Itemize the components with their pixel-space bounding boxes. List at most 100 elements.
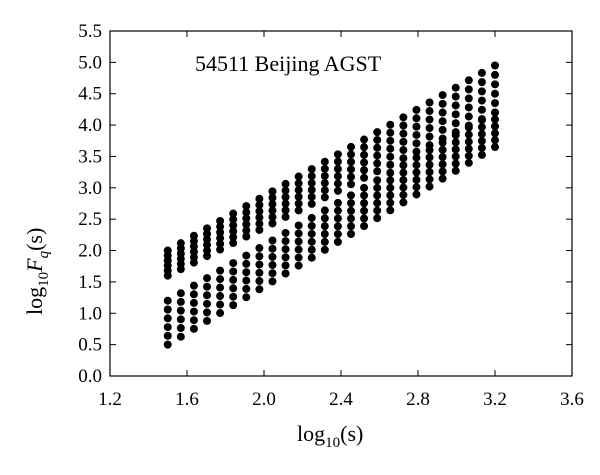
data-point [203, 224, 212, 233]
y-axis-title: log10Fq(s) [22, 228, 52, 315]
y-axis-ticks: 0.0 0.5 1.0 1.5 2.0 2.5 3.0 3.5 4.0 4.5 5.0 5.5 [78, 21, 572, 387]
data-point [189, 281, 198, 290]
data-point [333, 222, 342, 231]
data-point [347, 191, 356, 200]
data-point [189, 316, 198, 325]
data-point [255, 260, 264, 269]
y-tick-label: 0.0 [78, 366, 102, 387]
data-point [438, 99, 447, 108]
data-point [281, 206, 290, 215]
data-point [491, 89, 499, 98]
data-point [268, 193, 277, 202]
data-point [491, 99, 499, 108]
data-point [386, 144, 395, 153]
data-point [307, 192, 316, 201]
data-point [491, 115, 499, 124]
data-point [203, 299, 212, 308]
data-point [464, 103, 473, 112]
data-point [412, 168, 421, 177]
data-point [412, 147, 421, 156]
x-tick-label: 1.2 [98, 389, 122, 410]
x-tick-label: 2.4 [329, 389, 353, 410]
data-point [307, 185, 316, 194]
data-point [242, 251, 251, 260]
data-point [412, 139, 421, 148]
data-point [373, 151, 382, 160]
data-point [412, 153, 421, 162]
data-point [491, 129, 499, 138]
data-point [386, 176, 395, 185]
data-point [333, 164, 342, 173]
data-point [347, 180, 356, 189]
data-point [229, 284, 238, 293]
data-point [438, 108, 447, 117]
data-point [242, 208, 251, 217]
data-point [477, 123, 486, 132]
data-point [294, 245, 303, 254]
data-point [438, 125, 447, 134]
x-tick-label: 2.8 [406, 389, 430, 410]
data-point [255, 207, 264, 216]
data-point [412, 161, 421, 170]
data-point [242, 276, 251, 285]
data-point [268, 206, 277, 215]
data-point [425, 124, 434, 133]
data-point [360, 191, 369, 200]
data-point [242, 226, 251, 235]
data-point [386, 120, 395, 129]
data-point [268, 200, 277, 209]
data-point [451, 92, 460, 101]
data-point [438, 174, 447, 183]
data-point [294, 206, 303, 215]
data-point [281, 261, 290, 270]
data-point [464, 94, 473, 103]
data-point [412, 114, 421, 123]
data-point [242, 259, 251, 268]
data-point [373, 214, 382, 223]
data-point [268, 219, 277, 228]
data-point [360, 158, 369, 167]
data-point [307, 221, 316, 230]
data-point [294, 253, 303, 262]
data-point [255, 194, 264, 203]
data-point [399, 121, 408, 130]
data-point [229, 239, 238, 248]
data-point [477, 78, 486, 87]
data-point [438, 167, 447, 176]
data-point [451, 83, 460, 92]
data-point [373, 199, 382, 208]
data-point [425, 98, 434, 107]
data-point [242, 202, 251, 211]
data-point [360, 214, 369, 223]
data-point [229, 275, 238, 284]
data-point [294, 172, 303, 181]
data-point [373, 183, 382, 192]
data-point [229, 215, 238, 224]
data-point [320, 230, 329, 239]
data-point [203, 229, 212, 238]
data-point [333, 206, 342, 215]
data-point [347, 222, 356, 231]
data-point [399, 161, 408, 170]
data-point [477, 136, 486, 145]
data-point [320, 222, 329, 231]
data-point [464, 144, 473, 153]
x-tick-label: 3.6 [560, 389, 584, 410]
data-point [451, 138, 460, 147]
data-point [307, 199, 316, 208]
data-point [491, 70, 499, 79]
data-point [281, 179, 290, 188]
data-point [412, 130, 421, 139]
data-point [464, 137, 473, 146]
data-point [255, 213, 264, 222]
data-point [451, 110, 460, 119]
data-point [189, 307, 198, 316]
data-point [268, 252, 277, 261]
data-point [373, 206, 382, 215]
data-point [281, 199, 290, 208]
data-point [425, 175, 434, 184]
data-point [412, 175, 421, 184]
data-point [242, 284, 251, 293]
data-point [360, 222, 369, 231]
data-point [176, 315, 185, 324]
